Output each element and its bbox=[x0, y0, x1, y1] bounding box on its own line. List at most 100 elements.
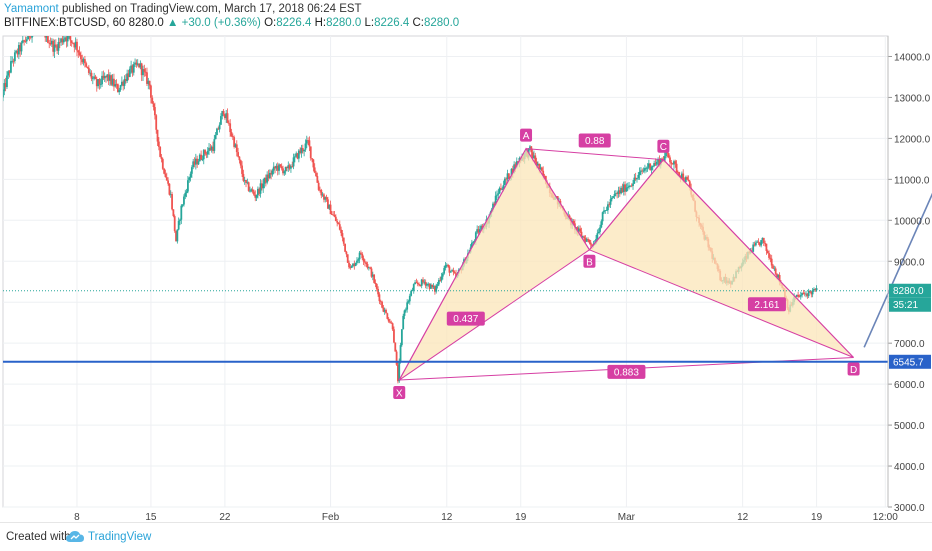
candle bbox=[10, 56, 12, 74]
candle bbox=[323, 193, 325, 203]
candle bbox=[435, 283, 438, 294]
projection-arrow bbox=[863, 192, 932, 348]
candle bbox=[620, 185, 623, 195]
tradingview-cloud-icon[interactable] bbox=[66, 530, 84, 546]
candle bbox=[193, 157, 196, 168]
candle bbox=[15, 49, 18, 54]
price-chart[interactable]: X A B C D 0.437 0.88 2.161 0.883 3000.0 4000.0 500… bbox=[0, 0, 932, 522]
last-price-text: 8280.0 bbox=[128, 17, 164, 29]
x-tick-label: 12:00 bbox=[873, 512, 898, 522]
candle bbox=[321, 192, 324, 197]
pattern-ratio-line bbox=[589, 249, 854, 358]
chart-grid bbox=[2, 35, 889, 508]
candle bbox=[142, 65, 144, 82]
candle bbox=[399, 342, 402, 364]
candle bbox=[313, 163, 316, 174]
candle bbox=[645, 166, 648, 173]
candle bbox=[227, 120, 230, 126]
candle bbox=[83, 55, 86, 68]
candle bbox=[16, 48, 19, 58]
candle bbox=[811, 287, 814, 298]
candle bbox=[334, 214, 337, 222]
candle bbox=[242, 169, 245, 183]
candle bbox=[357, 257, 360, 264]
candle bbox=[157, 137, 160, 151]
candle bbox=[156, 129, 159, 147]
candle bbox=[608, 202, 611, 208]
candle bbox=[136, 59, 139, 67]
candle bbox=[198, 153, 201, 162]
candle bbox=[25, 36, 28, 44]
candle bbox=[634, 172, 637, 181]
candle bbox=[393, 326, 395, 344]
candle bbox=[640, 167, 642, 176]
candle bbox=[350, 265, 353, 269]
candle bbox=[185, 188, 188, 198]
low-label: L: bbox=[364, 17, 375, 29]
candle bbox=[799, 291, 802, 300]
close-label: C: bbox=[412, 17, 425, 29]
candle bbox=[209, 143, 212, 151]
candle bbox=[428, 283, 431, 291]
candle bbox=[270, 169, 273, 180]
ratio-label: 0.883 bbox=[607, 364, 646, 379]
candle bbox=[654, 158, 657, 166]
candle bbox=[49, 37, 52, 46]
candle bbox=[497, 189, 500, 199]
x-tick-label: Mar bbox=[618, 512, 636, 522]
candle bbox=[80, 51, 82, 66]
candle bbox=[66, 36, 69, 47]
candle bbox=[276, 162, 279, 176]
candle bbox=[11, 56, 14, 64]
svg-text:35:21: 35:21 bbox=[893, 300, 918, 311]
y-tick-label: 12000.0 bbox=[894, 134, 931, 145]
candle bbox=[416, 280, 419, 287]
candle bbox=[77, 49, 80, 58]
candle bbox=[340, 226, 343, 236]
y-tick-label: 10000.0 bbox=[894, 216, 931, 227]
candle bbox=[253, 189, 255, 196]
high-value: 8280.0 bbox=[326, 17, 362, 29]
candle bbox=[128, 66, 131, 78]
bar-countdown-tag: 35:21 bbox=[889, 297, 931, 312]
candle bbox=[303, 149, 306, 157]
tradingview-brand-link[interactable]: TradingView bbox=[88, 531, 152, 543]
candle bbox=[183, 194, 185, 207]
support-price-tag: 6545.7 bbox=[889, 354, 931, 369]
candle bbox=[73, 42, 76, 53]
candle bbox=[378, 292, 381, 305]
candle bbox=[243, 176, 246, 185]
candle bbox=[757, 238, 760, 245]
candle bbox=[333, 211, 336, 218]
candle bbox=[255, 194, 258, 201]
candle bbox=[301, 144, 304, 154]
y-tick-label: 3000.0 bbox=[894, 503, 925, 514]
candle bbox=[772, 264, 774, 269]
candle bbox=[423, 279, 426, 285]
candle bbox=[766, 249, 769, 254]
candle bbox=[225, 109, 228, 123]
candle bbox=[78, 46, 81, 57]
candle bbox=[202, 149, 205, 165]
candle bbox=[99, 78, 102, 89]
ratio-label: 0.437 bbox=[446, 311, 485, 326]
candle bbox=[480, 224, 483, 230]
candle bbox=[200, 150, 203, 161]
candle bbox=[90, 70, 93, 82]
candle bbox=[477, 225, 480, 235]
candle bbox=[653, 160, 656, 168]
candle bbox=[349, 263, 352, 270]
candle bbox=[344, 243, 346, 253]
candle bbox=[614, 190, 617, 197]
candle bbox=[348, 260, 350, 269]
candle bbox=[249, 186, 251, 193]
symbol-label[interactable]: BITFINEX:BTCUSD, 60 bbox=[4, 17, 126, 29]
candle bbox=[805, 290, 807, 298]
candle bbox=[305, 135, 308, 149]
author-name[interactable]: Yamamont bbox=[4, 3, 59, 15]
candle bbox=[241, 161, 243, 177]
y-tick-label: 6000.0 bbox=[894, 380, 925, 391]
candle bbox=[266, 171, 269, 185]
candle bbox=[93, 72, 96, 81]
candle bbox=[451, 268, 453, 272]
